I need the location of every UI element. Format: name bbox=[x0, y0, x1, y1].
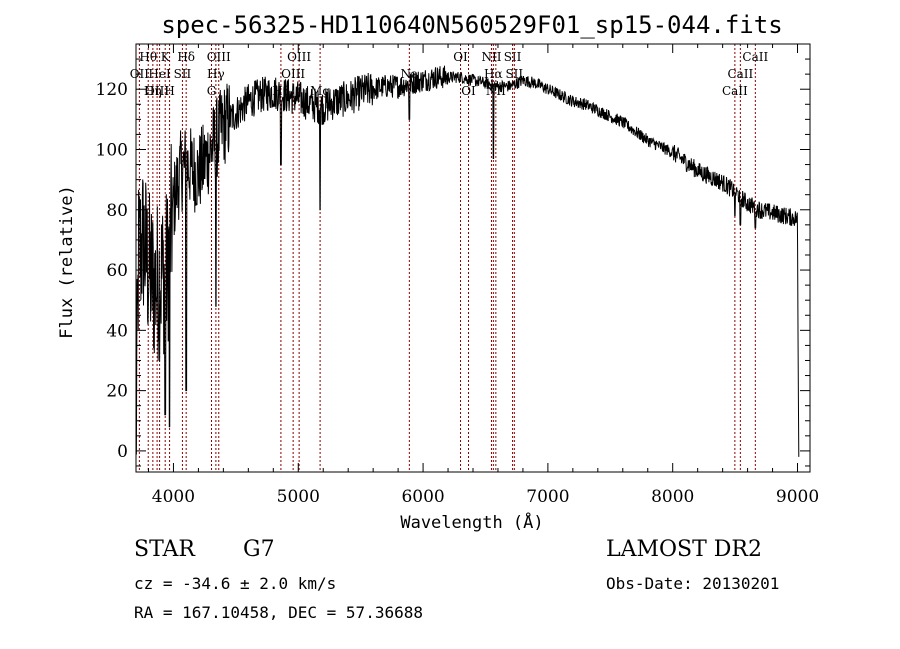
y-tick-label: 20 bbox=[106, 382, 128, 402]
y-tick-label: 60 bbox=[106, 261, 128, 281]
marker-label: CaII bbox=[742, 50, 768, 64]
y-tick-label: 0 bbox=[117, 442, 128, 462]
x-tick-label: 6000 bbox=[401, 487, 444, 507]
spectrum-series bbox=[135, 65, 800, 457]
marker-label: Hη bbox=[144, 84, 162, 98]
spectrum-line bbox=[135, 65, 800, 457]
y-tick-label: 120 bbox=[96, 80, 128, 100]
chart-title: spec-56325-HD110640N560529F01_sp15-044.f… bbox=[161, 11, 782, 39]
x-tick-label: 8000 bbox=[651, 487, 694, 507]
x-axis-label: Wavelength (Å) bbox=[400, 511, 543, 533]
marker-label: SII bbox=[505, 67, 523, 81]
x-tick-label: 4000 bbox=[152, 487, 195, 507]
y-tick-label: 40 bbox=[106, 321, 128, 341]
marker-label: OI bbox=[453, 50, 468, 64]
x-tick-label: 7000 bbox=[526, 487, 569, 507]
y-tick-label: 80 bbox=[106, 201, 128, 221]
marker-label: Hθ bbox=[139, 50, 157, 64]
y-axis-label: Flux (relative) bbox=[57, 185, 77, 339]
marker-label: OIII bbox=[287, 50, 311, 64]
marker-label: SII bbox=[174, 67, 192, 81]
marker-label: CaII bbox=[722, 84, 748, 98]
survey-name: LAMOST DR2 bbox=[606, 537, 762, 562]
marker-label: NII bbox=[481, 50, 501, 64]
marker-label: Hγ bbox=[207, 67, 225, 81]
marker-label: OIII bbox=[207, 50, 231, 64]
marker-label: SII bbox=[504, 50, 522, 64]
marker-label: K bbox=[161, 50, 171, 64]
spectral-subclass: G7 bbox=[243, 537, 275, 562]
obs-date: Obs-Date: 20130201 bbox=[606, 574, 780, 593]
x-tick-label: 9000 bbox=[776, 487, 819, 507]
marker-label: OIII bbox=[145, 84, 169, 98]
object-class: STAR bbox=[134, 537, 195, 562]
coordinates: RA = 167.10458, DEC = 57.36688 bbox=[134, 603, 423, 622]
marker-label: OIII bbox=[281, 67, 305, 81]
marker-label: CaII bbox=[727, 67, 753, 81]
marker-label: Hδ bbox=[177, 50, 195, 64]
marker-label: OI bbox=[461, 84, 476, 98]
marker-label: Hα bbox=[484, 67, 503, 81]
axes: 4000 5000 6000 7000 8000 9000 0 20 40 60 80 100 120 bbox=[96, 44, 819, 507]
marker-label: H bbox=[164, 84, 174, 98]
marker-label: HeI bbox=[148, 67, 171, 81]
redshift-text: cz = -34.6 ± 2.0 km/s bbox=[134, 574, 337, 593]
y-tick-label: 100 bbox=[96, 140, 128, 160]
marker-label: G bbox=[207, 84, 217, 98]
x-tick-label: 5000 bbox=[277, 487, 320, 507]
